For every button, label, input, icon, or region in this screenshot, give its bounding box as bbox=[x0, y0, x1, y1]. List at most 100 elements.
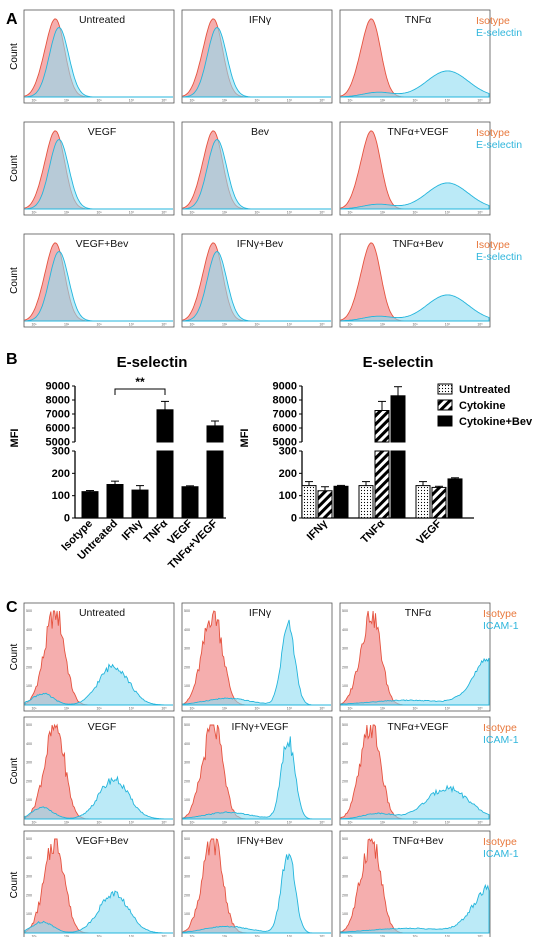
x-tick-label: 10³ bbox=[254, 211, 260, 215]
x-tick-label: 10⁵ bbox=[161, 99, 167, 103]
histogram-tnfa-vegf: 10¹ 10² 10³ 10⁴ 10⁵ 100 200 300 400 500 TNFα+VEGF I… bbox=[339, 716, 519, 826]
x-tick-label: 10² bbox=[380, 211, 386, 215]
y-tick-label: 300 bbox=[342, 875, 348, 879]
count-axis-label: Count bbox=[9, 155, 20, 182]
y-tick-label: 500 bbox=[342, 723, 348, 727]
histogram-title: Untreated bbox=[79, 14, 125, 26]
count-axis-label: Count bbox=[9, 757, 20, 784]
bar-ifng-untreated bbox=[301, 481, 317, 519]
x-tick-label: 10⁵ bbox=[477, 935, 483, 937]
bar bbox=[358, 485, 374, 519]
x-tick-label: 10¹ bbox=[347, 99, 353, 103]
x-tick-label: 10² bbox=[64, 707, 70, 711]
category-label: TNFα bbox=[359, 517, 388, 546]
histogram-title: TNFα+VEGF bbox=[387, 721, 448, 733]
bar-isotype bbox=[81, 490, 99, 519]
histogram-title: TNFα+Bev bbox=[393, 238, 444, 250]
histogram-vegf: 10¹ 10² 10³ 10⁴ 10⁵ VEGF Count bbox=[9, 121, 175, 216]
x-tick-label: 10¹ bbox=[189, 821, 195, 825]
y-tick-label: 5000 bbox=[46, 437, 70, 449]
x-tick-label: 10¹ bbox=[31, 935, 37, 937]
significance-bracket bbox=[114, 388, 166, 395]
bar-chart-e-selectin-left: 5000 6000 7000 8000 9000 0 100 200 300 E-selectin… bbox=[9, 354, 226, 572]
x-tick-label: 10⁵ bbox=[477, 211, 483, 215]
bar bbox=[301, 485, 317, 519]
x-tick-label: 10³ bbox=[254, 707, 260, 711]
bar-tnfa bbox=[156, 400, 174, 519]
y-tick-label: 5000 bbox=[273, 437, 297, 449]
marker-histogram bbox=[340, 657, 490, 706]
y-tick-label: 500 bbox=[26, 609, 32, 613]
x-tick-label: 10² bbox=[380, 821, 386, 825]
x-tick-label: 10¹ bbox=[189, 323, 195, 327]
y-tick-label: 200 bbox=[342, 665, 348, 669]
y-tick-label: 7000 bbox=[273, 409, 297, 421]
x-tick-label: 10¹ bbox=[347, 935, 353, 937]
y-tick-label: 200 bbox=[342, 893, 348, 897]
histogram-vegf: 10¹ 10² 10³ 10⁴ 10⁵ 100 200 300 400 500 VEGF Count bbox=[9, 716, 175, 826]
x-tick-label: 10⁴ bbox=[445, 821, 451, 825]
x-tick-label: 10¹ bbox=[31, 99, 37, 103]
legend-isotype: Isotype bbox=[483, 608, 517, 620]
y-tick-label: 100 bbox=[184, 798, 190, 802]
x-tick-label: 10⁵ bbox=[319, 707, 325, 711]
panel-label-b: B bbox=[6, 351, 18, 368]
x-tick-label: 10¹ bbox=[189, 707, 195, 711]
x-tick-label: 10⁴ bbox=[129, 211, 135, 215]
histogram-title: VEGF bbox=[88, 721, 117, 733]
x-tick-label: 10⁵ bbox=[319, 935, 325, 937]
y-tick-label: 500 bbox=[26, 723, 32, 727]
x-tick-label: 10² bbox=[64, 935, 70, 937]
panel-label-a: A bbox=[6, 11, 18, 28]
legend-isotype: Isotype bbox=[476, 127, 510, 139]
x-tick-label: 10³ bbox=[412, 99, 418, 103]
y-tick-label: 8000 bbox=[46, 395, 70, 407]
marker-histogram bbox=[24, 775, 173, 820]
bar-ifng-cytokine-bev bbox=[333, 484, 349, 519]
legend-marker: ICAM-1 bbox=[483, 620, 519, 632]
x-tick-label: 10² bbox=[222, 323, 228, 327]
bar-upper bbox=[206, 425, 224, 443]
bar bbox=[333, 485, 349, 519]
y-tick-label: 100 bbox=[342, 912, 348, 916]
y-tick-label: 400 bbox=[184, 628, 190, 632]
marker-histogram bbox=[24, 27, 173, 98]
x-tick-label: 10⁵ bbox=[319, 323, 325, 327]
histogram-title: VEGF+Bev bbox=[76, 835, 130, 847]
legend-marker: ICAM-1 bbox=[483, 734, 519, 746]
histogram-title: IFNγ+VEGF bbox=[232, 721, 289, 733]
marker-histogram bbox=[182, 619, 331, 706]
y-tick-label: 300 bbox=[342, 647, 348, 651]
x-tick-label: 10⁴ bbox=[287, 821, 293, 825]
x-tick-label: 10¹ bbox=[31, 821, 37, 825]
legend-marker: E-selectin bbox=[476, 139, 522, 151]
y-tick-label: 100 bbox=[184, 684, 190, 688]
histogram-tnfa: 10¹ 10² 10³ 10⁴ 10⁵ 100 200 300 400 500 TNFα Isotyp… bbox=[339, 602, 519, 712]
bar-tnfa-cytokine-bev bbox=[390, 386, 406, 519]
y-tick-label: 400 bbox=[26, 628, 32, 632]
bar-vegf-cytokine bbox=[431, 485, 447, 519]
x-tick-label: 10³ bbox=[96, 211, 102, 215]
bar-lower bbox=[390, 450, 406, 519]
bar-tnfa-vegf bbox=[206, 420, 224, 519]
histogram-ifng-vegf: 10¹ 10² 10³ 10⁴ 10⁵ 100 200 300 400 500 IFNγ+VEGF bbox=[181, 716, 333, 826]
y-tick-label: 400 bbox=[342, 628, 348, 632]
bar bbox=[131, 489, 149, 519]
x-tick-label: 10³ bbox=[254, 821, 260, 825]
x-tick-label: 10¹ bbox=[347, 707, 353, 711]
y-axis-label: MFI bbox=[239, 429, 251, 448]
x-tick-label: 10¹ bbox=[189, 935, 195, 937]
y-tick-label: 7000 bbox=[46, 409, 70, 421]
marker-histogram bbox=[24, 139, 173, 210]
x-tick-label: 10³ bbox=[96, 935, 102, 937]
histogram-title: TNFα bbox=[405, 14, 431, 26]
x-tick-label: 10³ bbox=[254, 935, 260, 937]
y-tick-label: 100 bbox=[342, 798, 348, 802]
histogram-bev: 10¹ 10² 10³ 10⁴ 10⁵ Bev bbox=[181, 121, 333, 216]
legend-label: Untreated bbox=[459, 384, 510, 396]
y-tick-label: 100 bbox=[52, 490, 70, 502]
x-tick-label: 10⁵ bbox=[319, 99, 325, 103]
y-tick-label: 400 bbox=[184, 856, 190, 860]
histogram-grid-icam-1: 10¹ 10² 10³ 10⁴ 10⁵ 100 200 300 400 500 Untreated C… bbox=[9, 602, 519, 937]
